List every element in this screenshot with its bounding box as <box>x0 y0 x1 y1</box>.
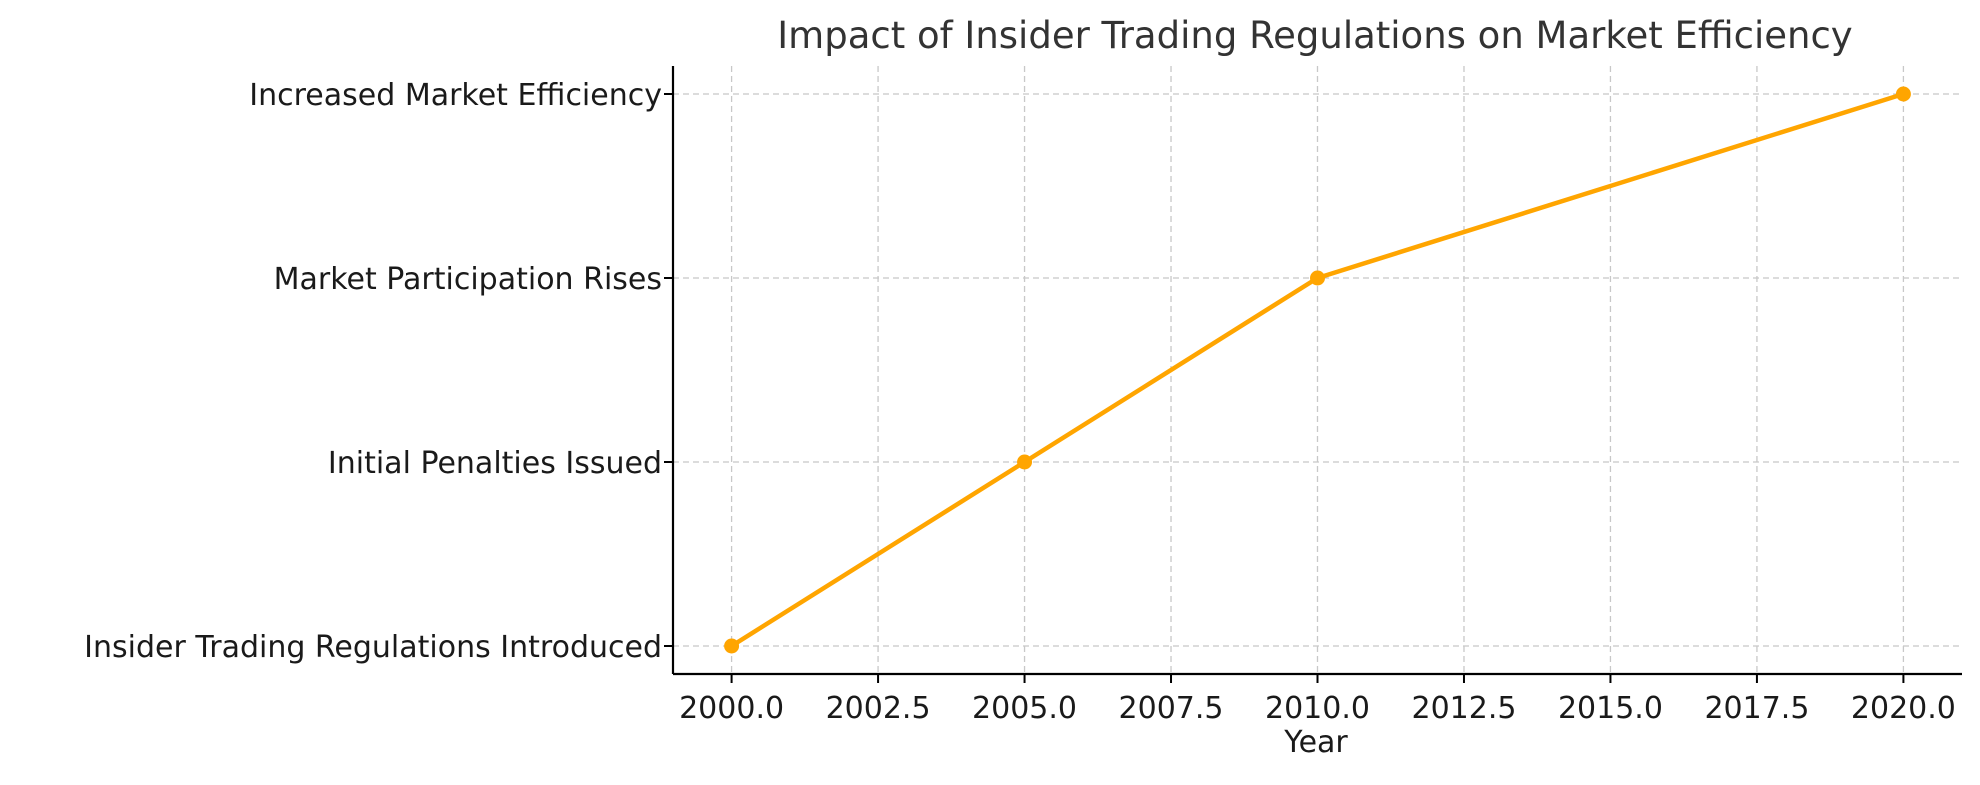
x-tick-label: 2007.5 <box>1119 691 1224 726</box>
x-tick-label: 2015.0 <box>1558 691 1663 726</box>
y-tick-label: Insider Trading Regulations Introduced <box>84 630 662 665</box>
data-point-marker <box>1017 454 1033 470</box>
x-tick-label: 2020.0 <box>1851 691 1956 726</box>
y-axis-ticks: Insider Trading Regulations Introduced In… <box>84 78 673 665</box>
data-point-marker <box>724 638 740 654</box>
y-tick-label: Initial Penalties Issued <box>328 446 662 481</box>
x-axis-ticks: 2000.0 2002.5 2005.0 2007.5 2010.0 2012.5 2015… <box>679 674 1956 726</box>
x-tick-label: 2010.0 <box>1265 691 1370 726</box>
series-line <box>729 91 1906 649</box>
x-tick-label: 2000.0 <box>679 691 784 726</box>
y-tick-label: Increased Market Efficiency <box>249 78 662 113</box>
y-tick-label: Market Participation Rises <box>274 262 662 297</box>
x-tick-label: 2012.5 <box>1411 691 1516 726</box>
x-tick-label: 2002.5 <box>826 691 931 726</box>
data-point-marker <box>1310 270 1325 286</box>
x-axis-label: Year <box>1283 725 1348 760</box>
data-point-marker <box>1895 86 1911 102</box>
grid <box>673 66 1962 674</box>
x-tick-label: 2017.5 <box>1704 691 1809 726</box>
chart-title: Impact of Insider Trading Regulations on… <box>777 14 1852 57</box>
series <box>724 86 1911 654</box>
x-tick-label: 2005.0 <box>972 691 1077 726</box>
